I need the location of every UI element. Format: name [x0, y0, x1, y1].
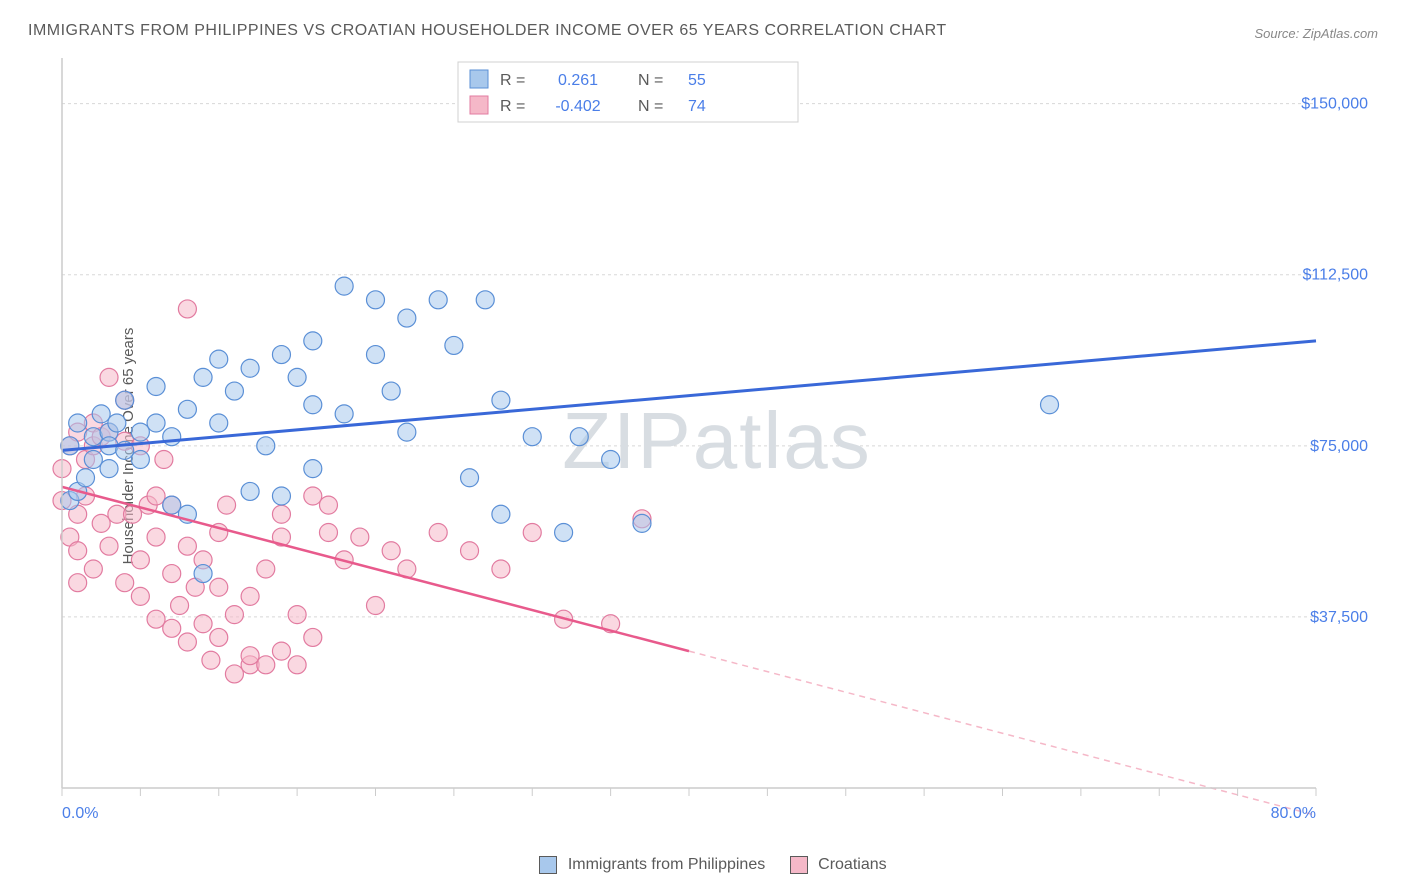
legend-label-pink: Croatians [818, 856, 886, 873]
svg-text:0.261: 0.261 [558, 72, 598, 89]
svg-text:N =: N = [638, 98, 663, 115]
svg-text:$112,500: $112,500 [1302, 267, 1368, 284]
svg-text:0.0%: 0.0% [62, 805, 98, 822]
svg-text:$150,000: $150,000 [1301, 96, 1368, 113]
svg-text:74: 74 [688, 98, 706, 115]
legend-label-blue: Immigrants from Philippines [568, 856, 765, 873]
scatter-plot-svg: ZIPatlas $37,500 $75,000 $112,500 $150,000 0… [58, 58, 1376, 828]
svg-text:N =: N = [638, 72, 663, 89]
svg-text:80.0%: 80.0% [1271, 805, 1316, 822]
svg-text:$75,000: $75,000 [1310, 438, 1368, 455]
bottom-legend: Immigrants from Philippines Croatians [0, 856, 1406, 874]
svg-text:-0.402: -0.402 [555, 98, 600, 115]
source-attribution: Source: ZipAtlas.com [1254, 26, 1378, 41]
chart-title: IMMIGRANTS FROM PHILIPPINES VS CROATIAN … [28, 22, 947, 40]
watermark-text: ZIPatlas [562, 396, 871, 485]
svg-text:$37,500: $37,500 [1310, 609, 1368, 626]
svg-text:R =: R = [500, 72, 525, 89]
svg-text:55: 55 [688, 72, 706, 89]
svg-text:R =: R = [500, 98, 525, 115]
chart-container: IMMIGRANTS FROM PHILIPPINES VS CROATIAN … [0, 0, 1406, 892]
legend-swatch-pink [790, 856, 808, 874]
legend-swatch-blue [539, 856, 557, 874]
plot-area: ZIPatlas $37,500 $75,000 $112,500 $150,000 0… [58, 58, 1376, 828]
